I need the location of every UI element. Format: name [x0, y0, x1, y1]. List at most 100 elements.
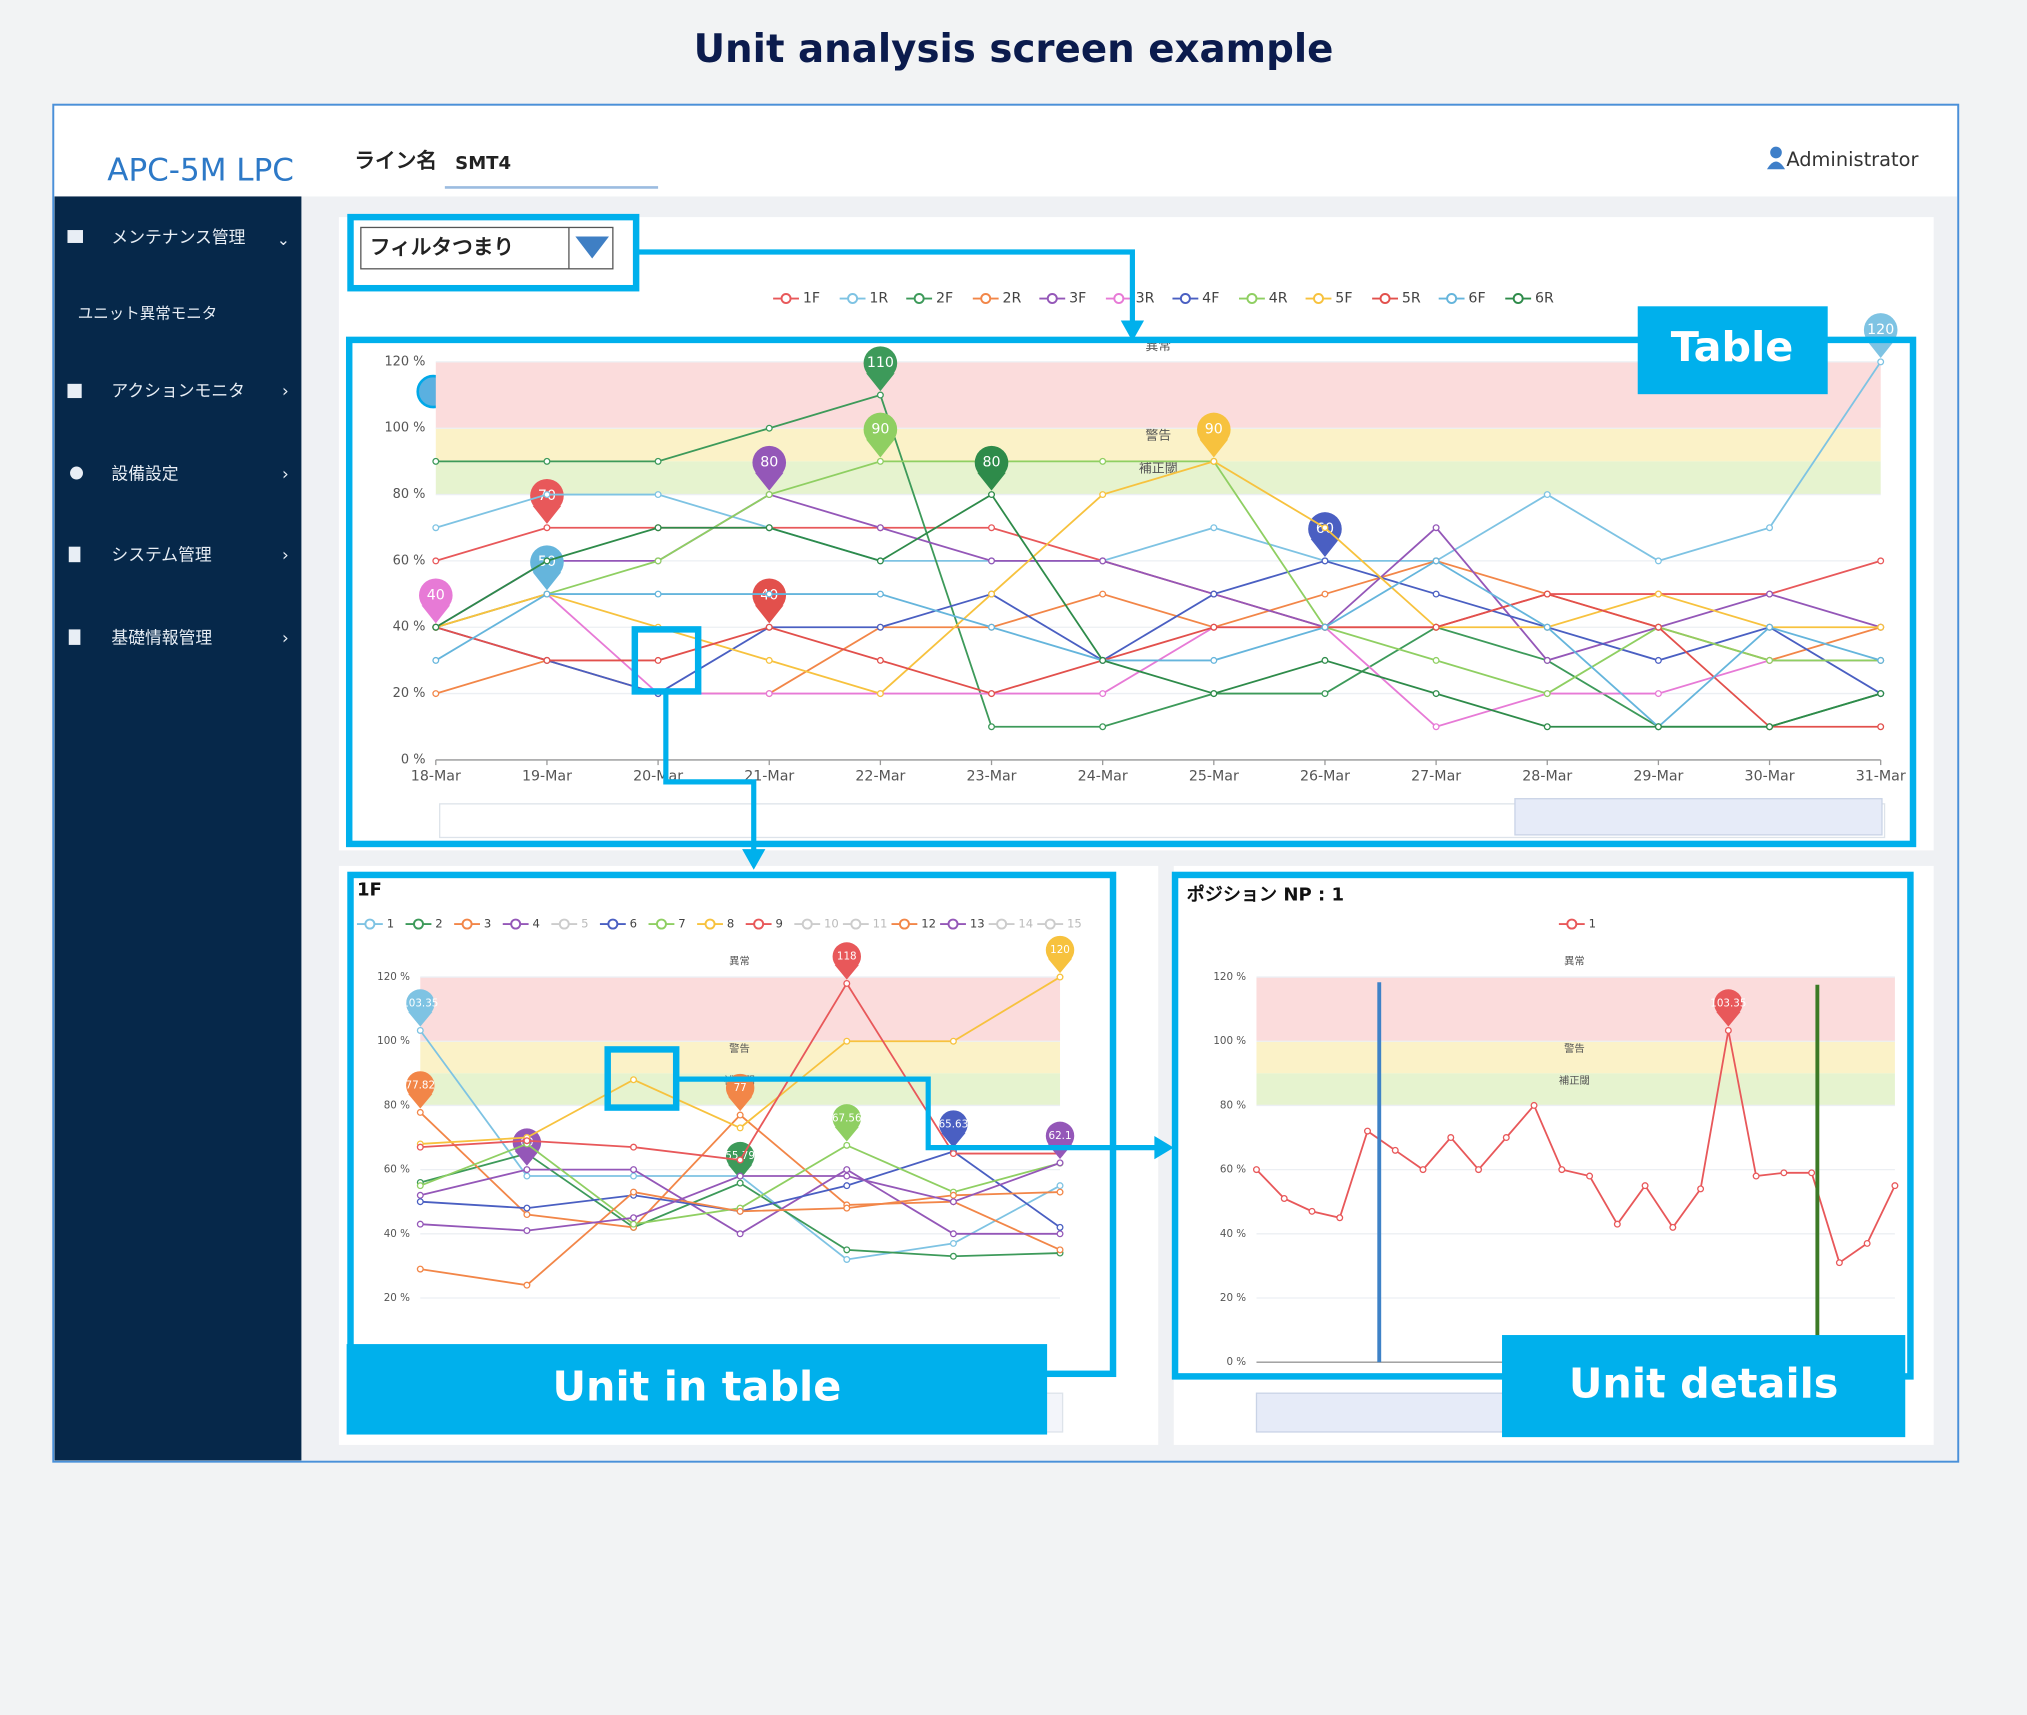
data-point — [1280, 1195, 1288, 1202]
y-tick-label: 120 % — [384, 354, 425, 369]
pin-label: 90 — [871, 421, 889, 437]
legend-symbol — [1179, 293, 1191, 305]
data-point — [523, 1204, 531, 1212]
menu-item[interactable]: 設備設定 — [111, 463, 178, 483]
data-point — [630, 1166, 638, 1174]
menu-item[interactable]: アクションモニタ — [111, 381, 245, 401]
connector — [663, 691, 757, 853]
data-point — [1752, 1172, 1760, 1180]
scroll-thumb[interactable] — [1514, 798, 1883, 836]
data-point — [1766, 723, 1774, 731]
data-point — [1808, 1169, 1816, 1177]
pin-label: 77 — [734, 1082, 747, 1094]
pin — [752, 445, 787, 480]
data-point — [432, 690, 440, 698]
legend-symbol — [510, 918, 522, 930]
legend-symbol — [898, 918, 910, 930]
legend-label: 6F — [1468, 291, 1485, 307]
legend-label: 8 — [727, 917, 734, 931]
threshold-band — [1256, 977, 1895, 1042]
data-point — [765, 690, 773, 698]
data-point — [1543, 723, 1551, 731]
data-point — [630, 1076, 638, 1084]
filter-arrow[interactable] — [575, 236, 609, 259]
data-point — [843, 1255, 851, 1263]
band-label: 警告 — [1564, 1042, 1585, 1055]
menu-item[interactable]: メンテナンス管理 — [111, 227, 245, 247]
user-icon — [1766, 161, 1786, 170]
data-point — [1766, 590, 1774, 598]
data-point — [988, 723, 996, 731]
line-value[interactable]: SMT4 — [455, 153, 511, 174]
filter-select[interactable] — [360, 226, 614, 270]
data-point — [949, 1150, 957, 1158]
series-line — [435, 361, 1882, 562]
arrowheads — [742, 320, 1174, 1160]
pin — [1714, 989, 1743, 1018]
legend-label: 12 — [921, 917, 936, 931]
legend-symbol — [1512, 293, 1524, 305]
menu-icon — [68, 546, 81, 563]
series-line — [435, 593, 1881, 728]
data-point — [1056, 1188, 1064, 1196]
legend-label: 5R — [1402, 291, 1421, 307]
data-point — [765, 623, 773, 631]
data-point — [1099, 457, 1107, 465]
data-point — [1391, 1146, 1399, 1154]
data-point — [876, 623, 884, 631]
legend-symbol — [850, 918, 862, 930]
data-point — [843, 1141, 851, 1149]
menu-item[interactable]: 基礎情報管理 — [111, 627, 212, 647]
data-point — [1877, 623, 1885, 631]
data-point — [1766, 524, 1774, 532]
data-point — [523, 1281, 531, 1289]
callout-label: Table — [1671, 323, 1794, 371]
data-point — [876, 590, 884, 598]
data-point — [1210, 656, 1218, 664]
data-point — [1419, 1166, 1427, 1174]
legend-symbol — [558, 918, 570, 930]
legend-label: 2F — [936, 291, 953, 307]
legend-symbol — [753, 918, 765, 930]
data-point — [1432, 656, 1440, 664]
legend-symbol — [364, 918, 376, 930]
pin — [419, 578, 453, 613]
data-point — [1877, 656, 1885, 664]
legend-symbol — [1566, 918, 1578, 930]
data-point — [523, 1211, 531, 1219]
x-tick-label: 25-Mar — [1189, 769, 1239, 785]
pin — [1045, 1121, 1075, 1151]
x-tick-label: 19-Mar — [522, 769, 572, 785]
data-point — [1432, 623, 1440, 631]
user-icon — [1770, 146, 1782, 159]
data-point — [843, 1166, 851, 1174]
data-point — [416, 1198, 424, 1206]
legend-label: 5 — [581, 917, 588, 931]
legend-symbol — [996, 918, 1008, 930]
legend-label: 3 — [484, 917, 491, 931]
data-point — [1447, 1134, 1455, 1142]
data-point — [1654, 690, 1662, 698]
x-tick-label: 29-Mar — [1633, 769, 1683, 785]
data-point — [736, 1207, 744, 1215]
data-point — [1613, 1220, 1621, 1228]
user-name[interactable]: Administrator — [1786, 148, 1918, 171]
data-point — [876, 391, 884, 399]
pin — [863, 346, 898, 380]
data-point — [949, 1252, 957, 1260]
y-tick-label: 40 % — [1220, 1228, 1246, 1240]
data-point — [1432, 690, 1440, 698]
data-point — [736, 1156, 744, 1164]
menu-item[interactable]: システム管理 — [111, 545, 211, 565]
x-tick-label: 27-Mar — [1411, 769, 1461, 785]
band-label: 異常 — [1564, 955, 1585, 968]
legend-symbol — [704, 918, 716, 930]
legend-symbol — [801, 918, 813, 930]
pin — [863, 412, 898, 447]
legend-label: 15 — [1067, 917, 1082, 931]
y-tick-label: 0 % — [1226, 1356, 1246, 1368]
menu-subitem[interactable]: ユニット異常モニタ — [78, 305, 218, 323]
data-point — [432, 623, 440, 631]
data-point — [416, 1143, 424, 1151]
